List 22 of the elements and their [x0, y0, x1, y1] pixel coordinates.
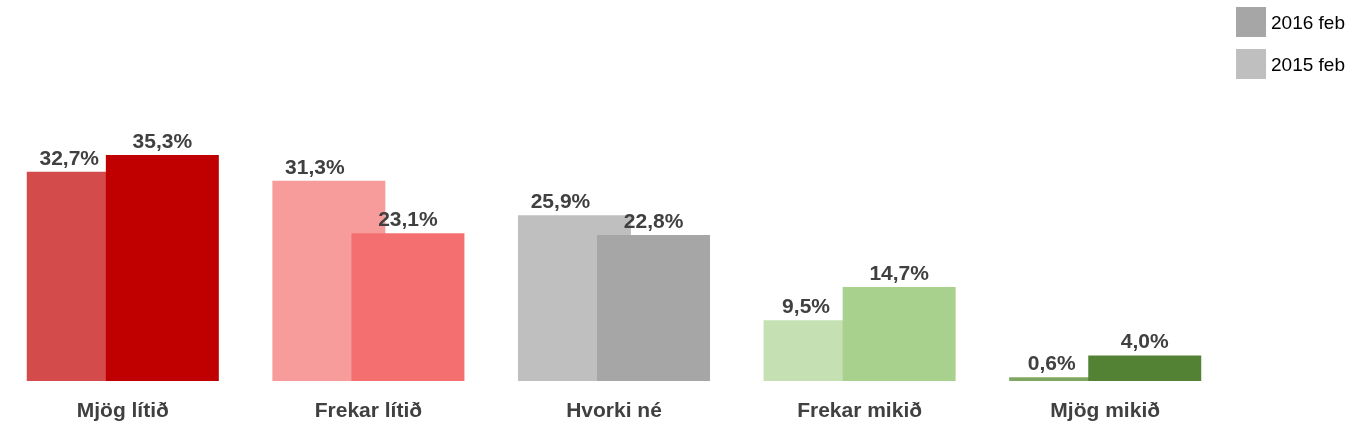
- data-label: 4,0%: [1120, 329, 1169, 353]
- data-label: 35,3%: [132, 129, 193, 153]
- bar: [842, 286, 956, 381]
- x-tick-label: Mjög lítið: [76, 398, 169, 421]
- data-label: 0,6%: [1027, 351, 1076, 375]
- bar: [597, 235, 711, 381]
- data-label: 14,7%: [869, 260, 930, 284]
- x-tick-label: Hvorki né: [566, 398, 662, 421]
- data-label: 32,7%: [39, 145, 100, 169]
- legend-label: 2016 feb: [1271, 11, 1346, 33]
- x-tick-label: Mjög mikið: [1050, 398, 1161, 421]
- data-label: 31,3%: [285, 154, 345, 178]
- data-label: 23,1%: [378, 207, 439, 231]
- data-label: 9,5%: [782, 294, 831, 318]
- bar: [1088, 355, 1202, 381]
- bar: [105, 155, 219, 381]
- bar: [351, 233, 465, 381]
- data-label: 22,8%: [623, 209, 684, 233]
- x-tick-label: Frekar lítið: [314, 398, 423, 421]
- x-tick-label: Frekar mikið: [797, 398, 923, 421]
- data-label: 25,9%: [530, 189, 591, 213]
- legend-label: 2015 feb: [1271, 53, 1346, 75]
